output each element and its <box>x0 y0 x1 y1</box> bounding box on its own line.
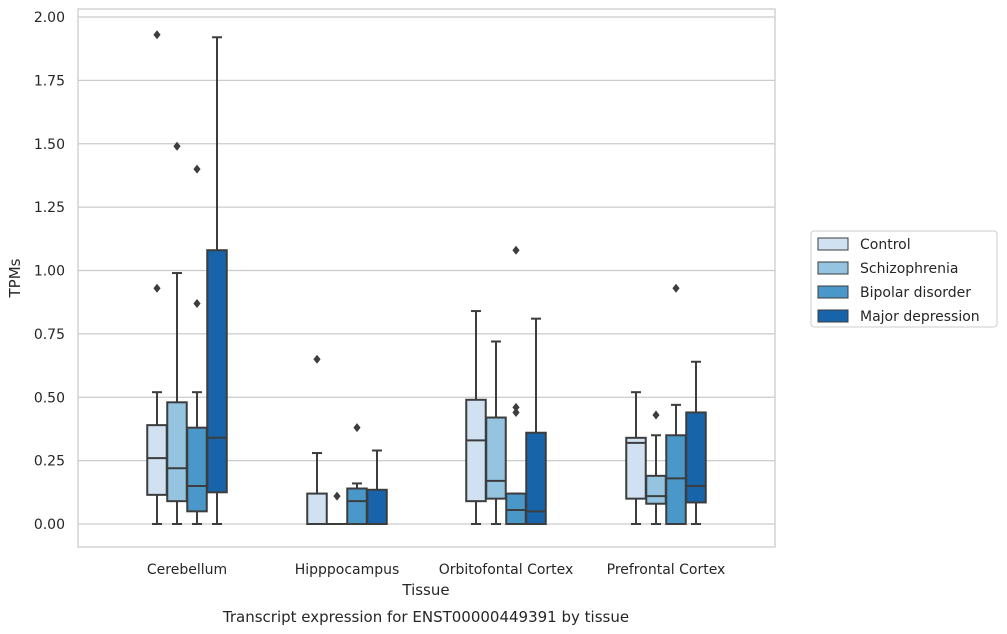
y-tick-label: 1.25 <box>34 200 65 216</box>
box <box>485 416 507 500</box>
x-tick-label: Prefrontal Cortex <box>607 562 726 578</box>
legend-frame <box>810 230 998 328</box>
box <box>166 401 188 503</box>
y-tick-labels: 0.00 0.25 0.50 0.75 1.00 1.25 1.50 1.75 2.00 <box>34 10 65 533</box>
x-tick-label: Hipppocampus <box>295 562 400 578</box>
y-tick-label: 2.00 <box>34 10 65 26</box>
box-group <box>525 317 547 525</box>
box <box>465 398 487 503</box>
outlier-point <box>333 491 341 501</box>
legend-swatch <box>817 309 849 323</box>
legend-items: Control Schizophrenia Bipolar disorder Majo… <box>817 237 980 325</box>
legend-label: Control <box>860 237 911 253</box>
legend-label: Schizophrenia <box>860 261 958 277</box>
box-group <box>665 283 687 525</box>
y-tick-label: 1.50 <box>34 137 65 153</box>
x-axis-label: Tissue <box>401 581 449 599</box>
y-tick-label: 1.75 <box>34 73 65 89</box>
outlier-point <box>512 407 520 417</box>
box-series <box>146 30 707 526</box>
x-tick-label: Cerebellum <box>147 562 227 578</box>
box-group <box>485 340 507 525</box>
outlier-point <box>652 410 660 420</box>
box-group <box>146 30 168 525</box>
box <box>645 474 667 505</box>
outlier-point <box>313 354 321 364</box>
box <box>505 492 527 525</box>
outlier-point <box>193 298 201 308</box>
box-group <box>166 141 188 525</box>
outlier-point <box>193 164 201 174</box>
legend-swatch <box>817 285 849 299</box>
box-group <box>306 354 328 525</box>
x-tick-label: Orbitofontal Cortex <box>439 562 574 578</box>
legend: Control Schizophrenia Bipolar disorder Majo… <box>810 230 998 328</box>
y-tick-label: 0.00 <box>34 517 65 533</box>
x-tick-labels: Cerebellum Hipppocampus Orbitofontal Corte… <box>147 562 725 578</box>
box-group <box>346 423 368 526</box>
box-group <box>685 360 707 525</box>
box <box>685 411 707 504</box>
plot-area-frame <box>77 8 776 548</box>
outlier-point <box>173 141 181 151</box>
box <box>525 431 547 525</box>
figure-caption: Transcript expression for ENST0000044939… <box>222 608 629 626</box>
y-tick-label: 0.50 <box>34 390 65 406</box>
box-group <box>366 449 388 525</box>
legend-label: Bipolar disorder <box>860 285 971 301</box>
y-axis-label: TPMs <box>6 258 24 298</box>
y-tick-label: 0.75 <box>34 327 65 343</box>
box-group <box>625 391 647 525</box>
outlier-point <box>153 283 161 293</box>
box-group <box>505 245 527 525</box>
outlier-point <box>512 245 520 255</box>
box <box>306 492 328 525</box>
box-group <box>206 36 228 525</box>
box <box>665 434 687 525</box>
box <box>186 426 208 513</box>
box-group <box>326 491 348 526</box>
box <box>625 436 647 500</box>
outlier-point <box>353 423 361 433</box>
legend-swatch <box>817 261 849 275</box>
box-group <box>186 164 208 525</box>
box-group <box>645 410 667 525</box>
box <box>346 487 368 526</box>
outlier-point <box>672 283 680 293</box>
box <box>206 249 228 494</box>
legend-label: Major depression <box>860 309 980 325</box>
outlier-point <box>512 402 520 412</box>
box <box>366 488 388 525</box>
box-group <box>465 310 487 525</box>
box <box>146 424 168 496</box>
legend-swatch <box>817 237 849 251</box>
outlier-point <box>153 30 161 40</box>
y-tick-label: 1.00 <box>34 264 65 280</box>
y-tick-label: 0.25 <box>34 454 65 470</box>
